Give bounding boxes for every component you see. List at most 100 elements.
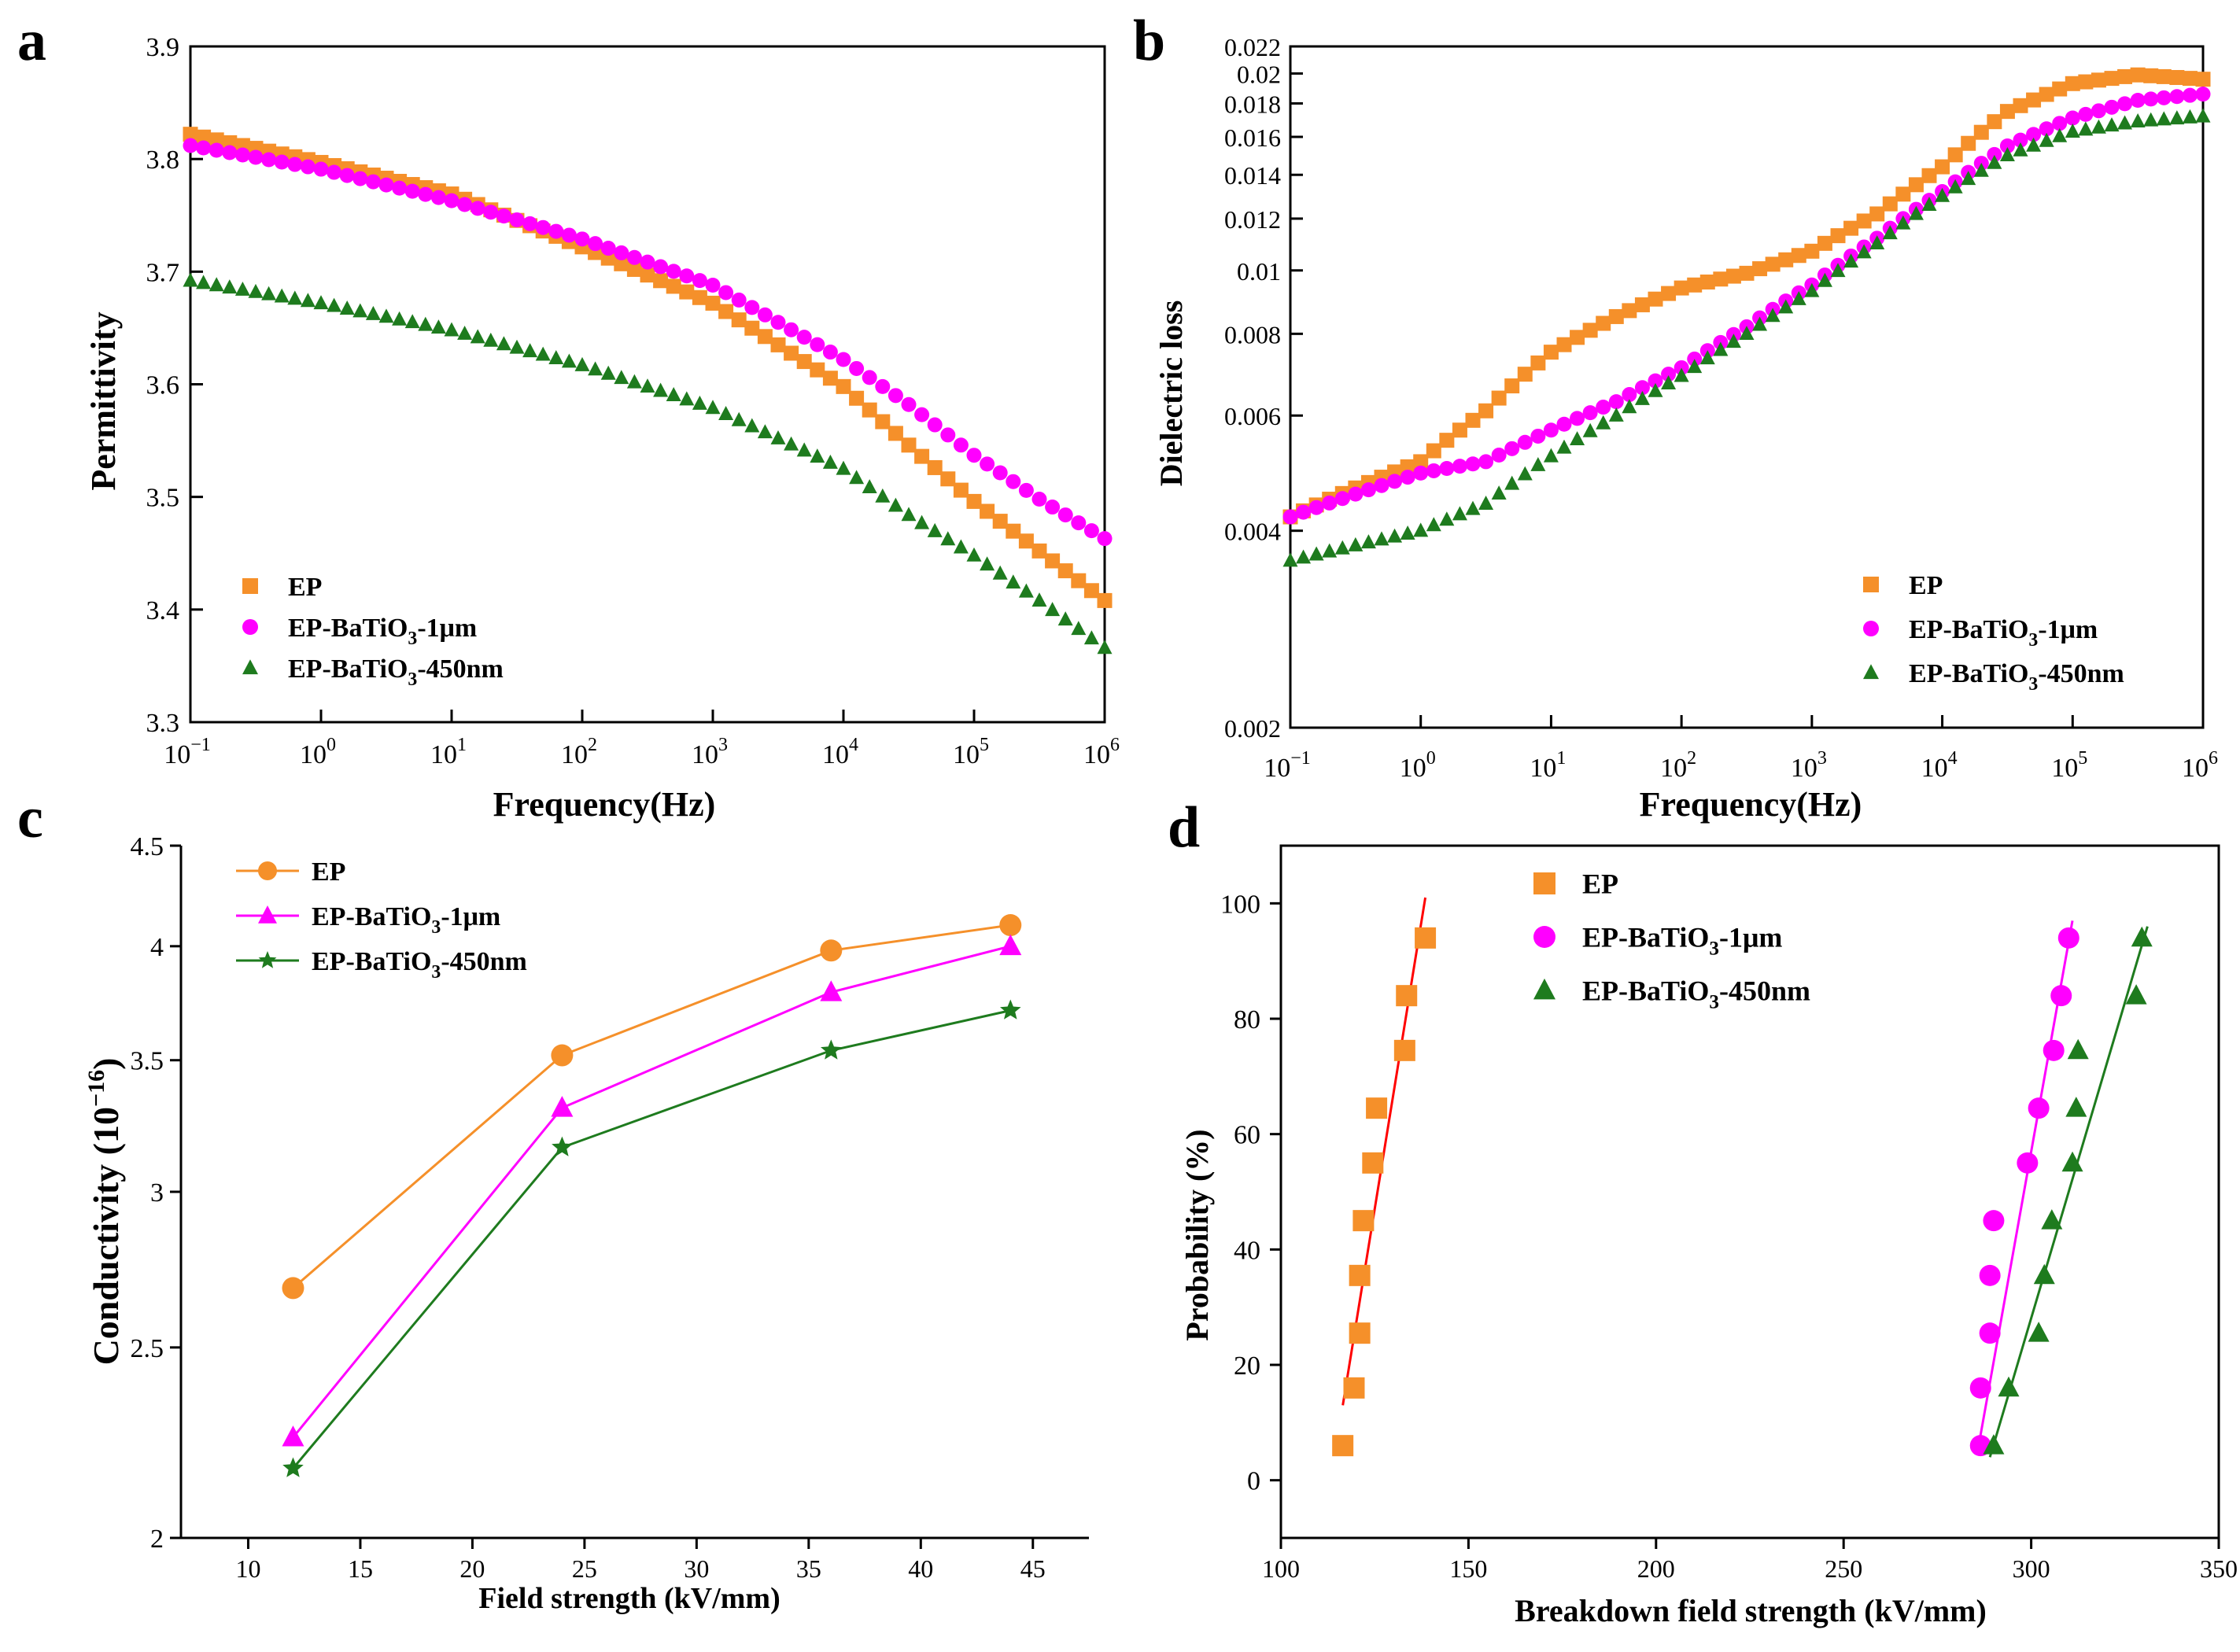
panel-a-point [718, 304, 734, 319]
panel-c-xtick-label-1: 15 [348, 1554, 373, 1583]
panel-d-point [2057, 927, 2079, 949]
panel-b-point [1687, 277, 1703, 293]
panel-b-point [1478, 454, 1494, 470]
panel-a-point [234, 281, 250, 296]
panel-b-point [1308, 500, 1324, 515]
panel-b-xtick-exp-0: −1 [1290, 748, 1311, 769]
panel-b-point [2130, 112, 2146, 127]
panel-a-xtick-label-1: 100 [300, 735, 336, 769]
panel-a-legend-label-part-1: EP-BaTiO [288, 614, 408, 643]
panel-a-point [1018, 583, 1034, 598]
panel-label-d: d [1168, 795, 1200, 860]
panel-a-point [418, 186, 434, 202]
panel-b-point [1739, 326, 1755, 341]
panel-a-point [430, 190, 446, 205]
panel-a-xtick-label-7: 106 [1083, 735, 1120, 769]
panel-b-xtick-base-1: 10 [1400, 754, 1426, 783]
panel-c-point [821, 1039, 842, 1060]
panel-b-point [1348, 486, 1364, 502]
panel-c-legend-label-part-1: EP-BaTiO [312, 902, 431, 931]
panel-d-point [1349, 1264, 1371, 1286]
panel-a-point [1006, 523, 1021, 539]
panel-a-point [1071, 515, 1087, 531]
panel-a-ytick-label-0: 3.3 [146, 709, 180, 738]
panel-a-point [1083, 583, 1099, 599]
panel-a-point [418, 316, 434, 331]
panel-a-ytick-label-6: 3.9 [146, 33, 180, 62]
panel-c-line-0 [292, 924, 1011, 1289]
panel-b-xtick-exp-6: 5 [2078, 748, 2087, 769]
panel-b-point [1765, 308, 1781, 323]
panel-b-legend-item-0: EP [1863, 571, 1943, 600]
panel-a-point [209, 142, 224, 158]
panel-b-point [1452, 422, 1467, 438]
panel-a-point [875, 378, 891, 394]
panel-a-point [483, 205, 499, 220]
panel-a-point [862, 479, 877, 494]
panel-b-point [1921, 168, 1937, 183]
panel-a-point [914, 514, 930, 529]
panel-b-point [2026, 92, 2042, 108]
panel-b-point [1452, 459, 1467, 474]
panel-d-legend-label-sub-1: 3 [1709, 938, 1719, 960]
panel-a-point [522, 216, 538, 231]
panel-a-point [731, 292, 747, 308]
panel-a-point [234, 147, 250, 163]
panel-a-point [287, 290, 303, 305]
panel-a-point [888, 497, 903, 512]
panel-a-point [784, 322, 799, 337]
panel-a-point [1006, 574, 1021, 589]
panel-b-point [1282, 509, 1298, 525]
panel-c-ylabel-base: Conductivity (10 [86, 1107, 126, 1365]
panel-b-xtick-label-5: 104 [1921, 748, 1958, 783]
panel-b-point [1830, 263, 1846, 278]
panel-a-point [626, 374, 642, 389]
panel-b-point [1830, 228, 1846, 244]
panel-b-point [2156, 90, 2172, 105]
panel-b-point [1699, 350, 1715, 365]
panel-b-legend-marker-2 [1863, 664, 1879, 680]
panel-a-point [914, 448, 930, 464]
panel-b-point [1622, 303, 1637, 319]
panel-b-point [1674, 360, 1689, 375]
panel-b-point [2104, 71, 2120, 87]
panel-c-xlabel: Field strength (kV/mm) [478, 1582, 780, 1615]
panel-b-xtick-exp-4: 3 [1817, 748, 1827, 769]
panel-b-point [2026, 127, 2042, 142]
panel-b-point [1530, 428, 1546, 444]
panel-a-point [614, 245, 629, 260]
panel-a-point [796, 330, 812, 345]
panel-a-point [496, 208, 511, 224]
panel-a-point [444, 193, 459, 208]
panel-d-xlabel: Breakdown field strength (kV/mm) [1515, 1593, 1987, 1628]
panel-a-point [470, 201, 485, 216]
panel-b-point [1634, 297, 1650, 312]
panel-d-fit-line-0 [1341, 897, 1427, 1406]
panel-b-point [1674, 280, 1689, 296]
panel-b-xtick-base-6: 10 [2051, 754, 2078, 783]
panel-b-legend-item-1: EP-BaTiO3-1μm [1863, 615, 2098, 651]
panel-a-point [600, 365, 616, 380]
panel-c-legend-label-1: EP-BaTiO3-1μm [312, 902, 500, 938]
panel-b-point [1465, 456, 1481, 472]
panel-b-point [1908, 177, 1924, 193]
panel-b-point [1935, 187, 1950, 202]
panel-b-point [1987, 154, 2002, 169]
panel-a-point [352, 171, 368, 186]
panel-a-point [822, 345, 838, 360]
panel-a-point [196, 275, 212, 289]
panel-d-breakdown-probability-chart: 0 20 40 60 80 100 100 150 200 250 300 350 EP EP-BaTiO… [1220, 844, 2238, 1583]
panel-a-point [731, 411, 747, 426]
panel-a-point [1097, 592, 1113, 608]
panel-a-point [248, 149, 264, 165]
panel-a-xtick-exp-3: 2 [588, 735, 597, 755]
panel-a-xtick-base-3: 10 [561, 740, 588, 769]
panel-a-point [953, 482, 969, 498]
panel-b-point [1882, 196, 1898, 212]
panel-a-point [352, 303, 368, 318]
panel-a-point [796, 442, 812, 457]
panel-d-point [1349, 1322, 1371, 1344]
panel-b-xtick-label-3: 102 [1660, 748, 1696, 783]
panel-b-point [1791, 248, 1806, 264]
